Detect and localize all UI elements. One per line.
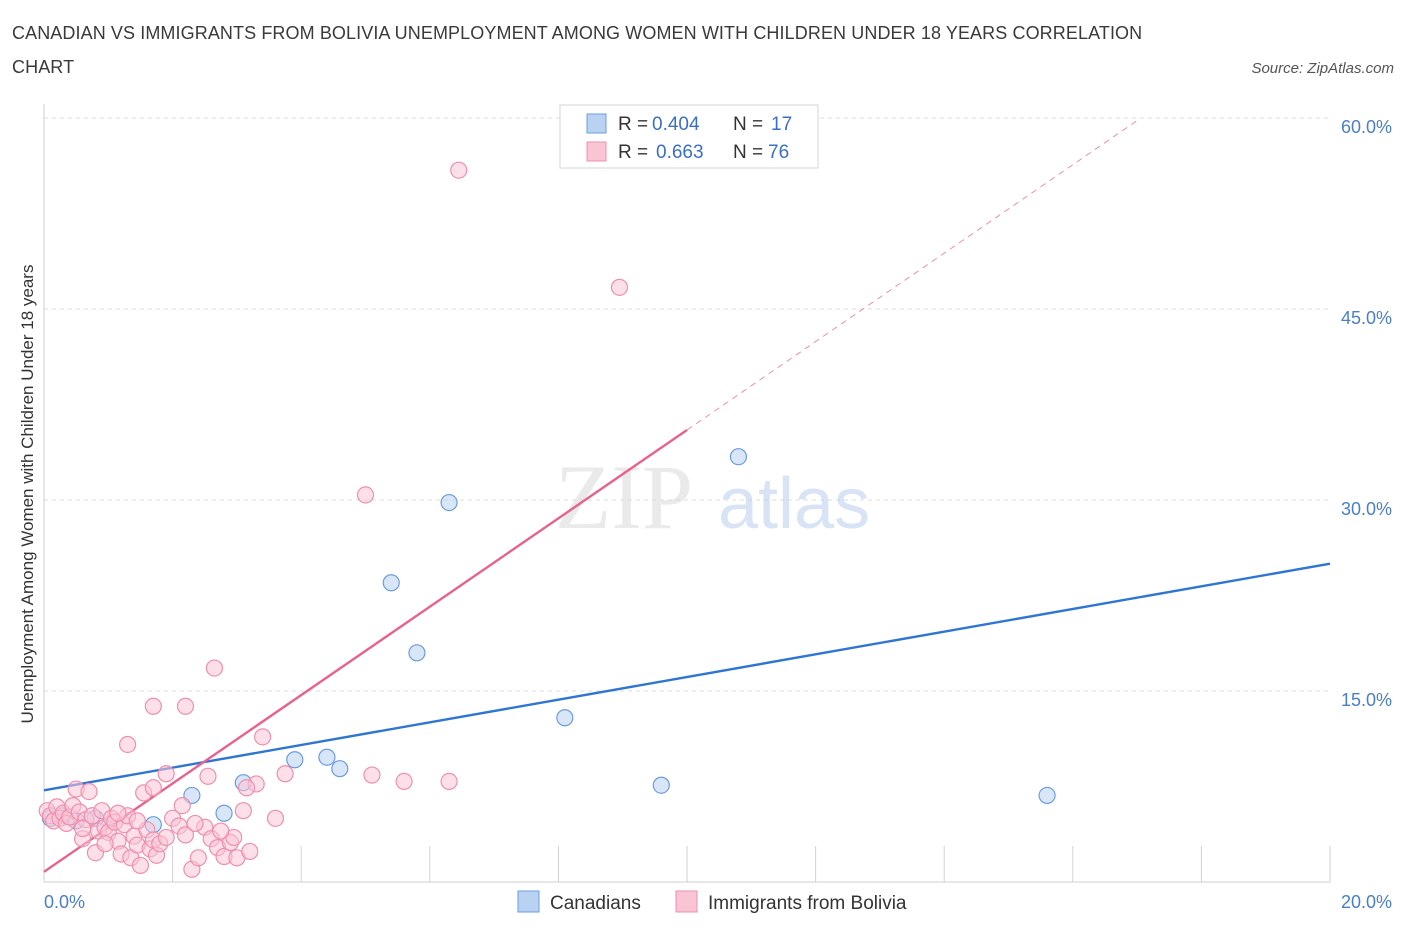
legend-bottom: Canadians Immigrants from Bolivia: [517, 890, 907, 914]
y-tick-label: 45.0%: [1341, 308, 1392, 328]
legend-top-r-value: 0.663: [656, 142, 704, 163]
legend-label-bolivia: Immigrants from Bolivia: [708, 893, 907, 914]
point-bolivia: [254, 728, 272, 746]
watermark: ZIP atlas: [555, 446, 870, 548]
watermark-zip: ZIP: [555, 446, 693, 548]
point-canadians: [215, 804, 233, 822]
point-canadians: [556, 709, 574, 727]
data-points: [38, 161, 1056, 878]
point-bolivia: [199, 767, 217, 785]
axes: 15.0% 30.0% 45.0% 60.0% 0.0% 20.0%: [43, 104, 1392, 912]
trend-extension-bolivia: [686, 120, 1138, 431]
legend-top-swatch-canadians: [586, 113, 607, 134]
point-bolivia: [157, 828, 175, 847]
point-canadians: [331, 760, 349, 778]
point-bolivia: [189, 849, 207, 867]
grid-lines: [44, 117, 1330, 692]
y-tick-label: 60.0%: [1341, 117, 1392, 137]
point-canadians: [440, 493, 458, 512]
x-tick-label: 0.0%: [44, 892, 85, 912]
legend-swatch-bolivia: [675, 890, 698, 913]
point-bolivia: [266, 809, 285, 827]
point-bolivia: [276, 765, 294, 783]
point-bolivia: [176, 697, 195, 715]
chart-source: Source: ZipAtlas.com: [1251, 60, 1394, 77]
legend-label-canadians: Canadians: [550, 893, 641, 914]
point-bolivia: [173, 796, 191, 815]
legend-top-n-value: 17: [771, 114, 792, 135]
y-tick-label: 15.0%: [1341, 690, 1392, 710]
point-canadians: [652, 776, 670, 794]
legend-top-r-value: 0.404: [652, 114, 700, 135]
point-bolivia: [450, 161, 468, 179]
legend-top-n-value: 76: [768, 142, 789, 163]
point-bolivia: [128, 812, 146, 830]
point-bolivia: [610, 278, 629, 296]
point-bolivia: [186, 814, 204, 833]
point-bolivia: [205, 659, 223, 677]
point-bolivia: [157, 765, 175, 783]
point-bolivia: [144, 697, 162, 715]
legend-top-r-label: R =: [618, 142, 648, 163]
point-bolivia: [237, 779, 256, 797]
point-canadians: [1038, 786, 1056, 805]
point-canadians: [729, 448, 748, 466]
point-bolivia: [241, 842, 259, 861]
legend-top-n-label: N =: [733, 142, 763, 163]
x-tick-label: 20.0%: [1341, 892, 1392, 912]
point-bolivia: [212, 822, 230, 840]
trend-lines: [43, 120, 1331, 873]
y-tick-label: 30.0%: [1341, 499, 1392, 519]
trend-line-canadians: [43, 562, 1331, 792]
point-bolivia: [440, 772, 458, 791]
point-bolivia: [176, 826, 195, 844]
point-bolivia: [363, 766, 381, 784]
point-bolivia: [118, 735, 137, 754]
legend-top-swatch-bolivia: [586, 141, 607, 162]
point-canadians: [408, 644, 426, 662]
point-canadians: [382, 574, 400, 592]
point-canadians: [286, 751, 304, 769]
point-canadians: [318, 748, 336, 766]
point-bolivia: [73, 819, 92, 838]
trend-line-bolivia: [43, 428, 688, 873]
point-bolivia: [395, 772, 413, 791]
legend-top: R = 0.404 N = 17 R = 0.663 N = 76: [559, 104, 819, 169]
point-bolivia: [234, 802, 252, 820]
legend-swatch-canadians: [517, 890, 540, 913]
watermark-atlas: atlas: [718, 464, 870, 544]
legend-top-r-label: R =: [618, 114, 648, 135]
point-bolivia: [131, 856, 150, 875]
y-axis-title: Unemployment Among Women with Children U…: [18, 265, 37, 724]
legend-top-n-label: N =: [733, 114, 763, 135]
point-bolivia: [356, 486, 375, 504]
point-bolivia: [80, 782, 98, 801]
point-bolivia: [144, 779, 162, 797]
point-bolivia: [109, 804, 127, 822]
chart-title: CANADIAN VS IMMIGRANTS FROM BOLIVIA UNEM…: [12, 23, 1143, 77]
point-bolivia: [96, 835, 114, 853]
